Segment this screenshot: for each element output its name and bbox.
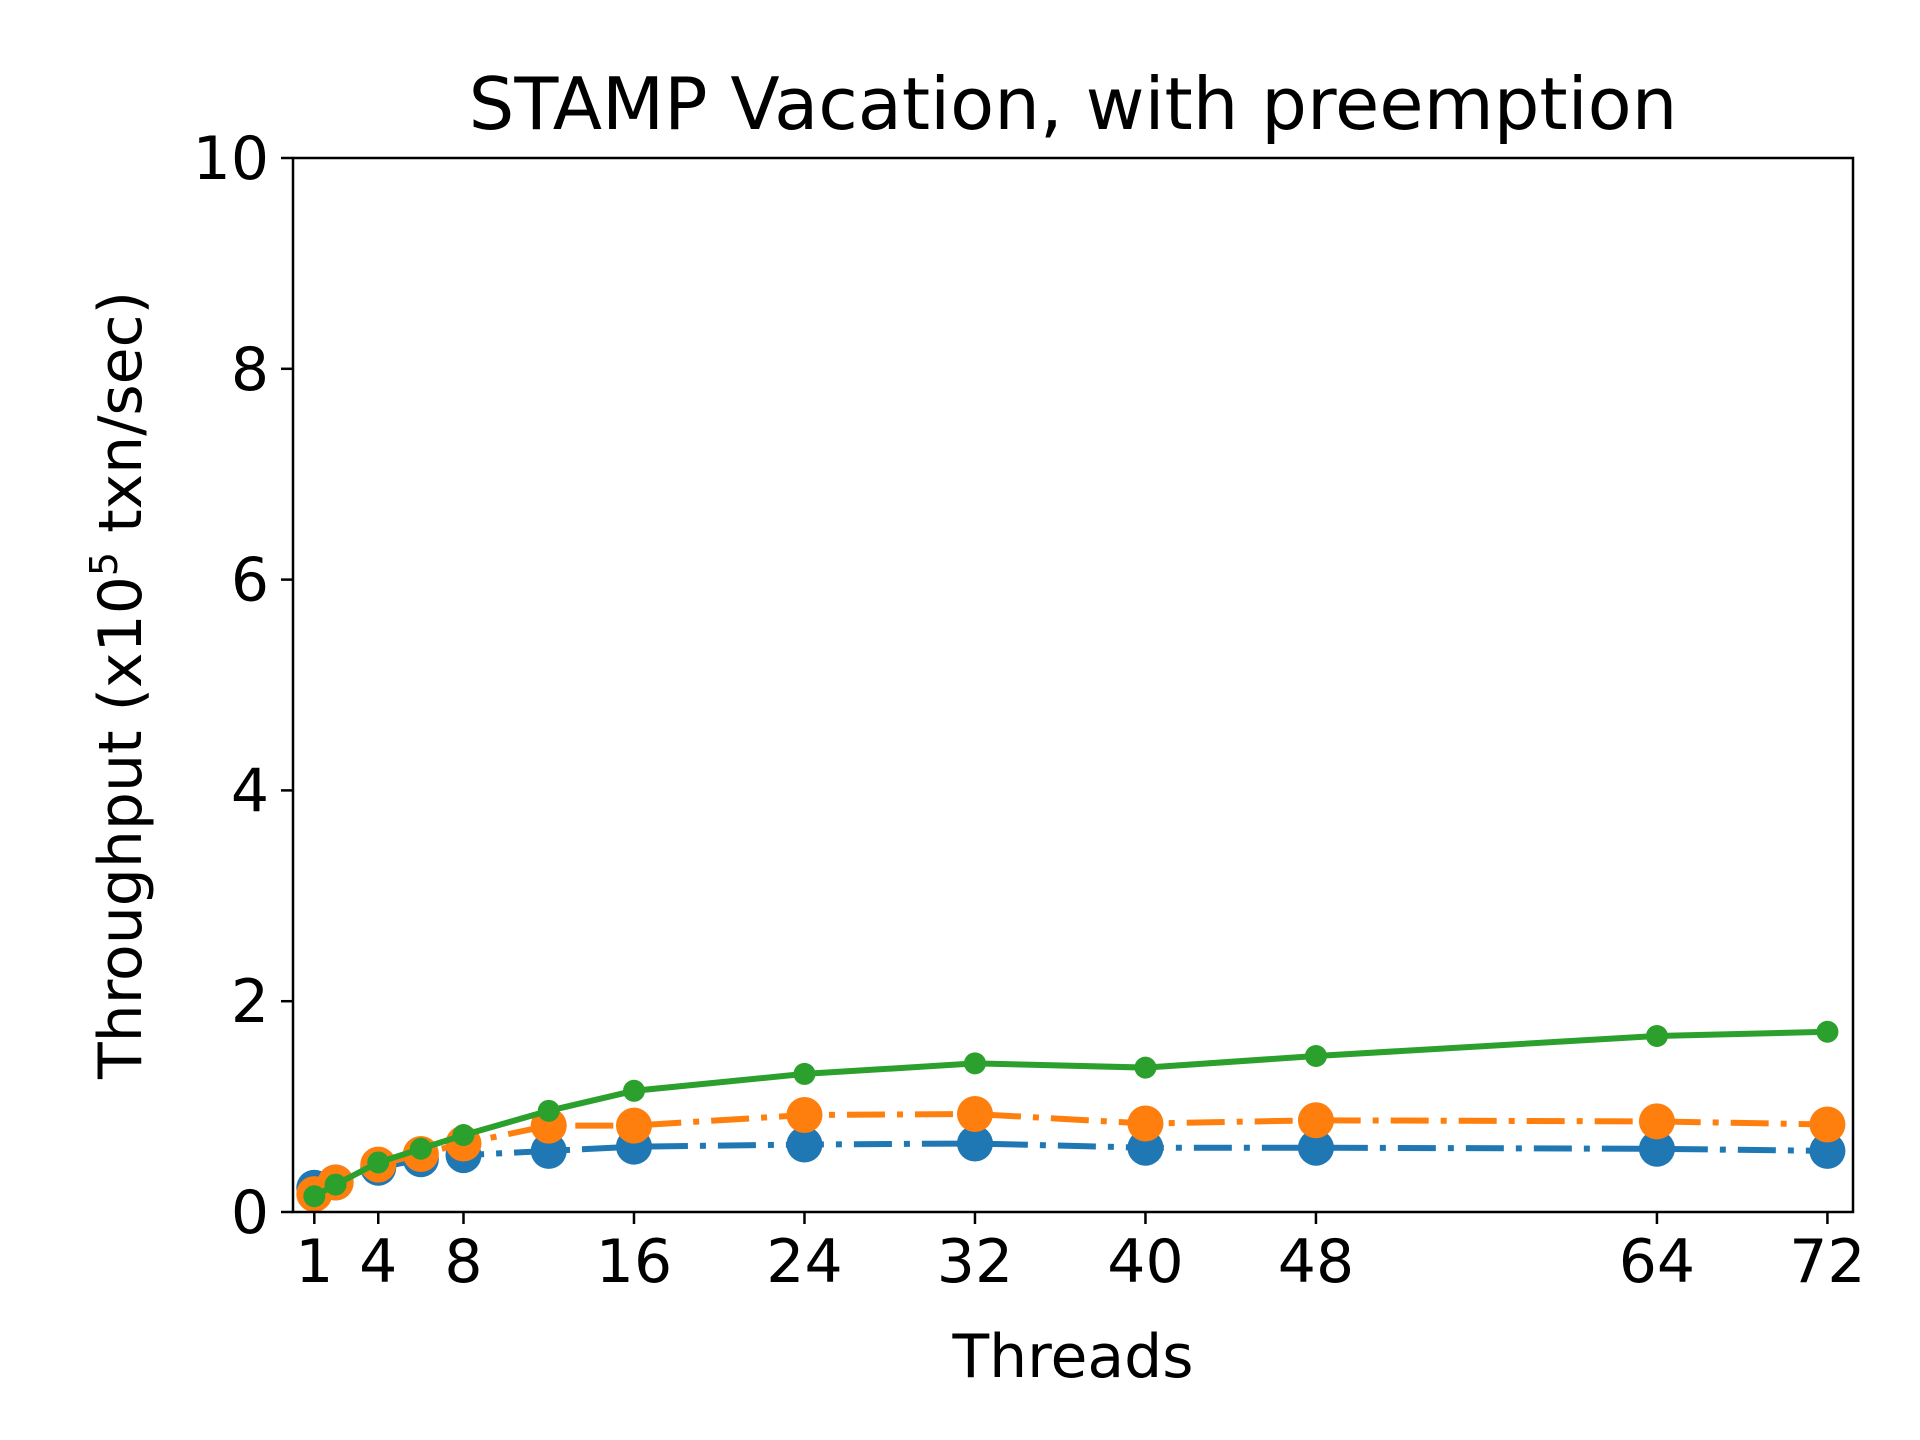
x-tick-label: 64 — [1619, 1227, 1695, 1297]
chart-title: STAMP Vacation, with preemption — [469, 62, 1678, 146]
series-green-point — [622, 1079, 645, 1102]
series-blue-point — [1638, 1130, 1675, 1167]
series-green-point — [1816, 1020, 1839, 1043]
x-tick-label: 24 — [766, 1227, 842, 1297]
series-blue — [296, 1125, 1846, 1206]
series-green-point — [409, 1137, 432, 1160]
series-green-point — [1645, 1024, 1668, 1047]
y-axis-label-superscript: 5 — [82, 552, 126, 576]
series-blue-point — [1809, 1132, 1846, 1169]
x-tick-label: 32 — [937, 1227, 1013, 1297]
series-orange-point — [1297, 1102, 1334, 1139]
series-green-point — [793, 1062, 816, 1085]
series-blue-point — [530, 1132, 567, 1169]
y-axis-label-main: Throughput (x10 — [86, 576, 156, 1080]
plot-frame — [291, 156, 1855, 1214]
series-blue-point — [786, 1126, 823, 1163]
y-tick-label: 6 — [231, 546, 269, 616]
series-green-point — [324, 1173, 347, 1196]
x-tick-label: 40 — [1107, 1227, 1183, 1297]
x-tick-label: 4 — [359, 1227, 397, 1297]
series-green-point — [963, 1052, 986, 1075]
series-green-point — [367, 1151, 390, 1174]
series-orange-point — [1638, 1103, 1675, 1140]
x-tick-label: 72 — [1789, 1227, 1865, 1297]
series-orange-point — [1127, 1105, 1164, 1142]
y-tick-label: 8 — [231, 335, 269, 405]
series-green-point — [452, 1124, 475, 1147]
series-blue-point — [956, 1125, 993, 1162]
series-green-point — [1304, 1045, 1327, 1068]
series-layer — [296, 1020, 1846, 1213]
series-green-point — [1134, 1056, 1157, 1079]
x-tick-label: 16 — [596, 1227, 672, 1297]
series-orange-point — [1809, 1106, 1846, 1143]
y-axis-label-tail: txn/sec) — [86, 291, 156, 552]
series-orange-point — [956, 1095, 993, 1132]
series-green — [303, 1020, 1839, 1208]
x-tick-label: 48 — [1278, 1227, 1354, 1297]
y-tick-label: 4 — [231, 756, 269, 826]
series-orange-point — [786, 1097, 823, 1134]
series-green-point — [537, 1099, 560, 1122]
y-tick-label: 2 — [231, 967, 269, 1037]
x-axis-label: Threads — [951, 1322, 1193, 1392]
y-axis-label: Throughput (x105 txn/sec) — [82, 291, 156, 1080]
x-tick-label: 8 — [444, 1227, 482, 1297]
y-tick-label: 10 — [193, 124, 269, 194]
series-orange-point — [615, 1107, 652, 1144]
y-tick-label: 0 — [231, 1178, 269, 1248]
series-blue-point — [1297, 1129, 1334, 1166]
series-green-point — [303, 1185, 326, 1208]
x-tick-label: 1 — [295, 1227, 333, 1297]
